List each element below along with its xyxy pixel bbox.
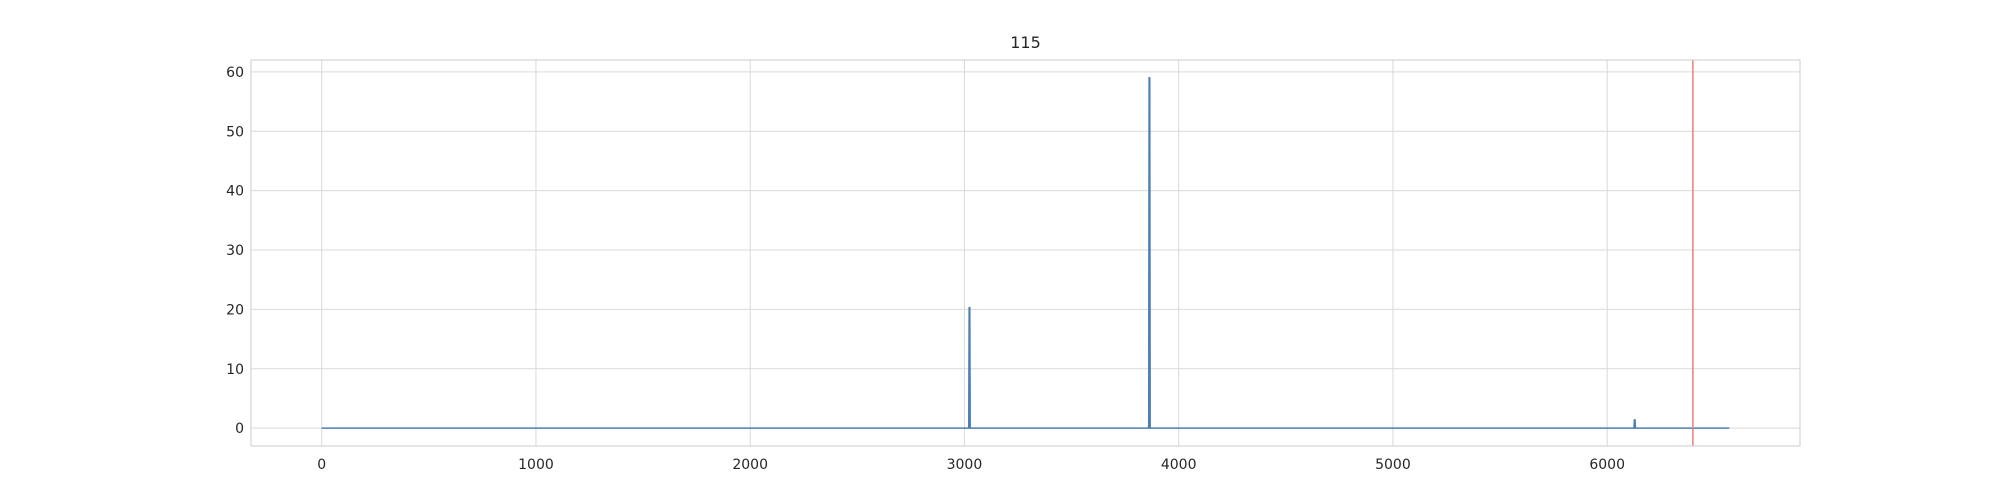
- x-tick-label: 6000: [1589, 457, 1625, 473]
- plot-area: [321, 60, 1730, 446]
- x-tick-label: 4000: [1161, 457, 1197, 473]
- axes-frame: [250, 59, 1801, 447]
- y-tick-label: 60: [226, 65, 244, 81]
- y-tick-label: 0: [235, 421, 244, 437]
- chart-title: 115: [1010, 33, 1041, 52]
- y-tick-label: 30: [226, 243, 244, 259]
- y-axis: 0 10 20 30 40 50 60: [226, 65, 244, 437]
- x-tick-label: 2000: [732, 457, 768, 473]
- y-tick-label: 40: [226, 184, 244, 200]
- series-line: [321, 77, 1730, 429]
- x-tick-label: 3000: [947, 457, 983, 473]
- y-tick-label: 10: [226, 362, 244, 378]
- x-tick-label: 5000: [1375, 457, 1411, 473]
- x-tick-label: 0: [317, 457, 326, 473]
- y-tick-label: 50: [226, 124, 244, 140]
- y-tick-label: 20: [226, 302, 244, 318]
- x-tick-label: 1000: [518, 457, 554, 473]
- x-axis: 0 1000 2000 3000 4000 5000 6000: [317, 457, 1625, 473]
